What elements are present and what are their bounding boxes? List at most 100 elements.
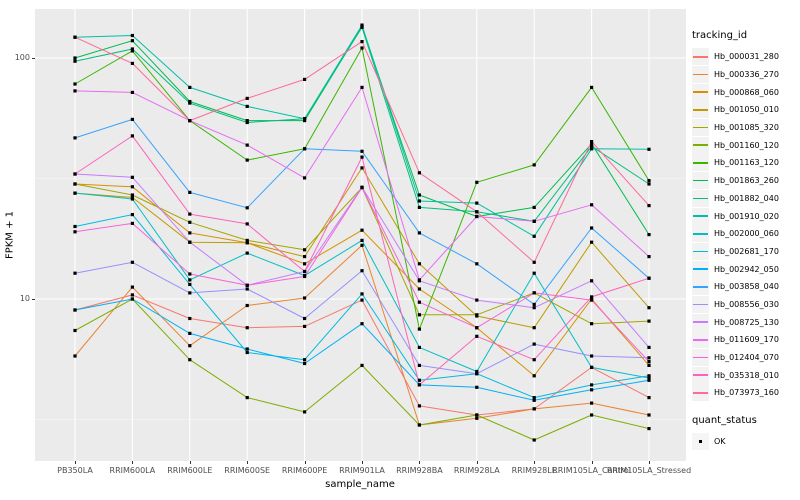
legend-item: Hb_002000_060 [692,225,798,243]
data-point [73,56,77,60]
legend-key-swatch [692,136,709,154]
data-point [360,40,364,44]
legend-item: Hb_001050_010 [692,101,798,119]
legend-key-swatch [692,242,709,260]
legend-line-icon [693,91,708,93]
data-point [647,376,651,380]
data-point [532,291,536,295]
x-tick-label: RRIM600PE [281,466,328,475]
data-point [475,313,479,317]
data-point [130,221,134,225]
data-point [130,297,134,301]
data-point [590,322,594,326]
data-point [475,385,479,389]
data-point [303,176,307,180]
data-point [188,220,192,224]
legend-item: Hb_008725_130 [692,313,798,331]
data-point [245,303,249,308]
legend-item: Hb_073973_160 [692,384,798,402]
legend-key-swatch [692,225,709,243]
data-point [532,358,536,362]
data-point [73,136,77,140]
data-point [303,77,307,81]
data-point [245,206,249,210]
data-point [303,147,307,151]
x-tick-mark [247,461,249,464]
legend-item: Hb_035318_010 [692,366,798,384]
legend-item-label: Hb_001882_040 [714,193,779,203]
data-point [188,331,192,335]
x-tick-label: PB350LA [57,466,93,475]
x-tick-mark [362,461,363,464]
data-point [417,300,421,304]
data-point [590,365,594,369]
data-point [475,372,479,376]
data-point [590,279,594,283]
data-point [590,383,594,387]
data-point [360,186,364,190]
data-point [130,213,134,217]
data-point [303,248,307,252]
legend-key-swatch [692,313,709,331]
data-point [73,59,77,63]
data-point [647,396,651,400]
data-point [245,347,249,351]
data-point [647,374,651,378]
data-point [475,262,479,266]
y-axis-title: FPKM + 1 [4,210,16,260]
legend-key-swatch [692,154,709,172]
data-point [245,120,249,125]
data-point [647,378,651,382]
data-point [417,287,421,291]
data-point [590,140,594,144]
data-point [188,272,192,276]
data-point [417,363,421,367]
data-point [647,360,651,364]
data-point [532,407,536,411]
data-point [303,274,307,279]
data-point [360,46,364,50]
data-point [130,49,134,53]
data-point [475,416,479,420]
plot-panel [35,9,686,461]
legend-item-label: Hb_001085_320 [714,123,779,133]
y-tick-mark [31,298,35,300]
data-point [130,260,134,264]
legend-item-label: OK [714,437,726,447]
data-point [188,344,192,348]
data-point [647,179,651,183]
data-point [245,251,249,255]
data-point [245,143,249,147]
data-point [130,193,134,197]
x-tick-label: RRIM105LA_Control [552,466,631,475]
data-point [245,326,249,330]
data-point [188,101,192,105]
data-point [417,404,421,408]
legend-item-label: Hb_000031_280 [714,52,779,62]
data-point [532,396,536,400]
y-tick-label-100: 100 [14,53,30,62]
legend-item: Hb_001163_120 [692,154,798,172]
data-point [188,119,192,123]
legend-item-label: Hb_001050_010 [714,105,779,115]
data-point [590,144,594,148]
data-point [73,82,77,86]
x-tick-label: RRIM901LA [339,466,385,475]
legend-item: Hb_008556_030 [692,295,798,314]
data-point [303,324,307,328]
data-point [532,260,536,264]
data-point [417,199,421,203]
data-point [417,205,421,209]
legend-item: Hb_002942_050 [692,260,798,278]
data-point [532,398,536,402]
legend-key-swatch [692,366,709,384]
legend-line-icon [693,285,708,288]
data-point [360,238,364,242]
legend-line-icon [693,215,708,217]
data-point [417,383,421,387]
data-point [532,326,536,330]
data-point [590,85,594,89]
data-point [417,327,421,331]
data-point [360,363,364,367]
legend-item-label: Hb_001160_120 [714,140,779,150]
